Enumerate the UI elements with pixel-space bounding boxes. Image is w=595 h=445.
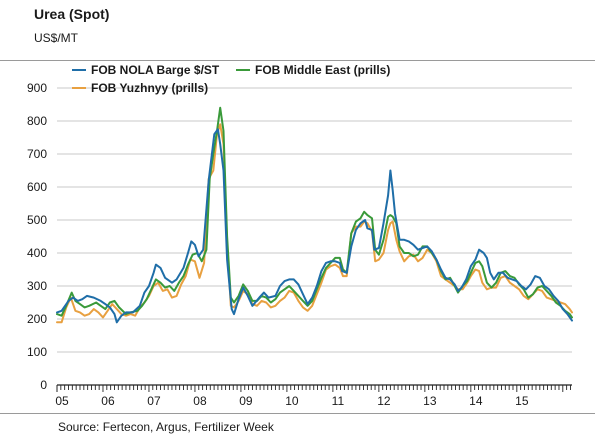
y-tick-label: 0 xyxy=(40,378,47,392)
bottom-divider xyxy=(0,413,595,414)
x-tick-label: 10 xyxy=(285,394,299,408)
y-tick-label: 600 xyxy=(27,180,47,194)
x-tick-label: 09 xyxy=(239,394,253,408)
legend-label: FOB Middle East (prills) xyxy=(255,63,390,77)
x-tick-label: 13 xyxy=(423,394,437,408)
x-tick-label: 15 xyxy=(515,394,529,408)
chart-title: Urea (Spot) xyxy=(34,6,110,22)
x-tick-label: 06 xyxy=(101,394,115,408)
y-tick-label: 700 xyxy=(27,147,47,161)
series-line-fob-nola-barge xyxy=(56,128,573,324)
y-tick-label: 200 xyxy=(27,312,47,326)
y-tick-label: 800 xyxy=(27,114,47,128)
x-tick-label: 05 xyxy=(55,394,69,408)
y-tick-label: 300 xyxy=(27,279,47,293)
x-tick-label: 12 xyxy=(377,394,391,408)
source-note: Source: Fertecon, Argus, Fertilizer Week xyxy=(58,420,274,434)
x-axis: 05 06 07 08 09 10 11 12 13 14 15 xyxy=(55,384,572,408)
top-divider xyxy=(0,60,595,61)
x-tick-label: 11 xyxy=(332,394,345,408)
legend-label: FOB NOLA Barge $/ST xyxy=(91,63,220,77)
y-tick-label: 900 xyxy=(27,81,47,95)
y-axis-unit: US$/MT xyxy=(34,31,79,45)
y-tick-label: 500 xyxy=(27,213,47,227)
y-tick-label: 400 xyxy=(27,246,47,260)
y-axis-ticks: 0 100 200 300 400 500 600 700 800 900 xyxy=(27,81,47,392)
series-line-fob-middle-east xyxy=(56,106,573,319)
legend-label: FOB Yuzhnyy (prills) xyxy=(91,81,208,95)
x-tick-label: 08 xyxy=(193,394,207,408)
legend: FOB NOLA Barge $/ST FOB Middle East (pril… xyxy=(72,63,390,95)
x-tick-label: 14 xyxy=(469,394,483,408)
x-tick-label: 07 xyxy=(147,394,161,408)
gridlines xyxy=(57,87,572,353)
y-tick-label: 100 xyxy=(27,345,47,359)
series-lines xyxy=(56,106,573,324)
